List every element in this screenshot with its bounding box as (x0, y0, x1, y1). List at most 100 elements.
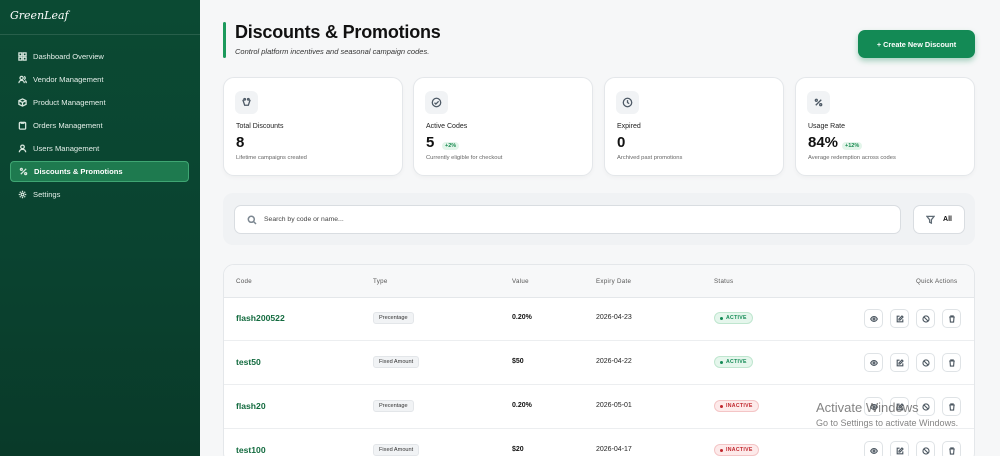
percent-icon (807, 91, 830, 114)
table-row: test50 Fixed Amount $50 2026-04-22 ACTIV… (224, 341, 974, 385)
eye-icon (869, 447, 878, 454)
filter-icon (926, 215, 936, 224)
stat-value: 8 (236, 134, 245, 151)
sidebar-divider (0, 34, 200, 35)
delete-button[interactable] (942, 353, 961, 372)
discount-code[interactable]: flash200522 (236, 313, 285, 323)
stat-description: Currently eligible for checkout (426, 155, 503, 161)
delete-button[interactable] (942, 309, 961, 328)
edit-icon (896, 446, 904, 454)
sidebar-item-product-management[interactable]: Product Management (10, 92, 189, 113)
disable-button[interactable] (916, 309, 935, 328)
edit-button[interactable] (890, 441, 909, 456)
table-row: test100 Fixed Amount $20 2026-04-17 INAC… (224, 429, 974, 456)
delete-button[interactable] (942, 397, 961, 416)
clipboard-icon (16, 120, 28, 132)
stat-label: Usage Rate (808, 123, 845, 130)
column-header-code: Code (236, 278, 252, 285)
edit-button[interactable] (890, 309, 909, 328)
status-badge: INACTIVE (714, 400, 759, 412)
brand-logo[interactable]: GreenLeaf (10, 9, 69, 22)
sidebar-item-label: Users Management (33, 144, 100, 153)
table-row: flash20 Precentage 0.20% 2026-05-01 INAC… (224, 385, 974, 429)
sidebar: GreenLeaf Dashboard Overview Vendor Mana… (0, 0, 200, 456)
edit-button[interactable] (890, 353, 909, 372)
search-icon (247, 215, 257, 225)
discount-code[interactable]: test50 (236, 357, 261, 367)
sidebar-item-orders-management[interactable]: Orders Management (10, 115, 189, 136)
row-actions (864, 441, 961, 456)
view-button[interactable] (864, 309, 883, 328)
type-pill: Precentage (373, 312, 414, 324)
enable-button[interactable] (916, 441, 935, 456)
users-icon (16, 74, 28, 86)
ban-icon (921, 402, 930, 411)
gear-icon (16, 189, 28, 201)
view-button[interactable] (864, 441, 883, 456)
enable-button[interactable] (916, 397, 935, 416)
discount-code[interactable]: test100 (236, 445, 266, 455)
percent-icon (17, 166, 29, 178)
stat-label: Total Discounts (236, 123, 284, 130)
column-header-value: Value (512, 278, 529, 285)
stat-value: 0 (617, 134, 626, 151)
main-content: Discounts & Promotions Control platform … (200, 0, 1000, 456)
create-new-discount-button[interactable]: + Create New Discount (858, 30, 975, 58)
stat-value: 5 (426, 134, 435, 151)
view-button[interactable] (864, 353, 883, 372)
stat-value: 84% (808, 134, 839, 151)
ban-icon (921, 314, 930, 323)
disable-button[interactable] (916, 353, 935, 372)
column-header-quick-actions: Quick Actions (916, 278, 958, 285)
search-filter-bar: All (223, 193, 975, 245)
sidebar-item-label: Discounts & Promotions (34, 167, 123, 176)
box-icon (16, 97, 28, 109)
discount-value: $20 (512, 446, 524, 453)
discount-value: $50 (512, 358, 524, 365)
tag-icon (235, 91, 258, 114)
stat-trend-badge: +2% (442, 142, 460, 150)
view-button[interactable] (864, 397, 883, 416)
search-input[interactable] (264, 216, 864, 223)
sidebar-item-vendor-management[interactable]: Vendor Management (10, 69, 189, 90)
stat-cards: Total Discounts 8 Lifetime campaigns cre… (223, 77, 975, 176)
discount-code[interactable]: flash20 (236, 401, 266, 411)
sidebar-item-dashboard-overview[interactable]: Dashboard Overview (10, 46, 189, 67)
column-header-expiry-date: Expiry Date (596, 278, 632, 285)
edit-icon (896, 402, 904, 410)
stat-card-expired: Expired 0 Archived past promotions (604, 77, 784, 176)
check-circle-icon (425, 91, 448, 114)
expiry-date: 2026-04-17 (596, 446, 632, 453)
activate-windows-watermark-subtitle: Go to Settings to activate Windows. (816, 418, 959, 428)
clock-icon (616, 91, 639, 114)
page-title: Discounts & Promotions (235, 22, 441, 42)
status-badge: ACTIVE (714, 312, 753, 324)
stat-label: Active Codes (426, 123, 468, 130)
status-badge: ACTIVE (714, 356, 753, 368)
activate-windows-watermark-title: Activate Windows (816, 400, 919, 415)
trash-icon (948, 402, 955, 411)
ban-icon (921, 446, 930, 455)
discount-value: 0.20% (512, 314, 532, 321)
filter-button[interactable]: All (913, 205, 965, 234)
stat-card-total-discounts: Total Discounts 8 Lifetime campaigns cre… (223, 77, 403, 176)
sidebar-item-discounts-promotions[interactable]: Discounts & Promotions (10, 161, 189, 182)
stat-card-usage-rate: Usage Rate 84% +12% Average redemption a… (795, 77, 975, 176)
edit-icon (896, 314, 904, 322)
eye-icon (869, 359, 878, 366)
sidebar-item-settings[interactable]: Settings (10, 184, 189, 205)
discount-value: 0.20% (512, 402, 532, 409)
ban-icon (921, 358, 930, 367)
edit-button[interactable] (890, 397, 909, 416)
stat-description: Average redemption across codes (808, 155, 896, 161)
delete-button[interactable] (942, 441, 961, 456)
sidebar-item-users-management[interactable]: Users Management (10, 138, 189, 159)
sidebar-nav: Dashboard Overview Vendor Management Pro… (10, 46, 189, 207)
edit-icon (896, 358, 904, 366)
row-actions (864, 353, 961, 372)
row-actions (864, 397, 961, 416)
table-header: Code Type Value Expiry Date Status Quick… (224, 265, 974, 298)
row-actions (864, 309, 961, 328)
stat-label: Expired (617, 123, 641, 130)
trash-icon (948, 446, 955, 455)
